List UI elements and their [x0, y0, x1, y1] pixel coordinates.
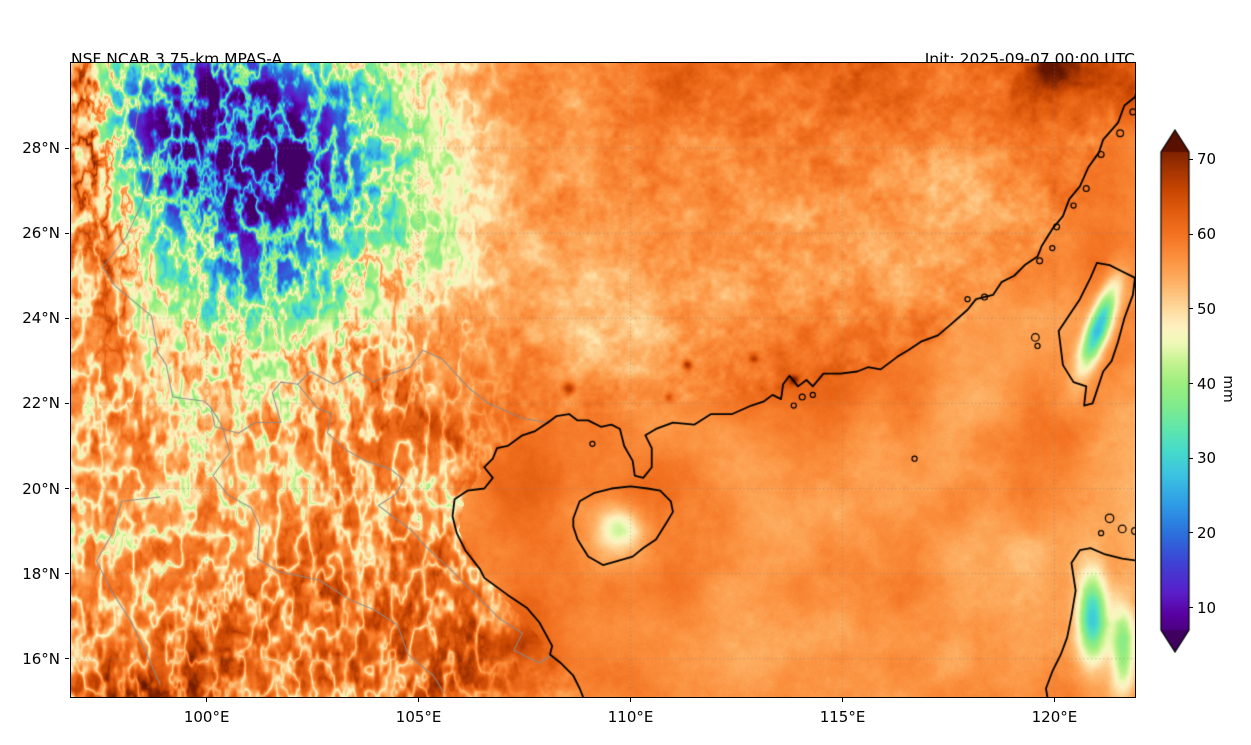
y-tick-mark — [65, 232, 69, 234]
colorbar-tick-label: 50 — [1197, 299, 1217, 318]
x-tick-mark — [842, 698, 843, 702]
y-tick-label: 28°N — [22, 139, 60, 158]
colorbar-tick-label: 60 — [1197, 225, 1217, 244]
y-tick-mark — [65, 317, 69, 319]
y-tick-label: 20°N — [22, 479, 60, 498]
y-tick-mark — [65, 402, 69, 404]
y-tick-label: 16°N — [22, 649, 60, 668]
x-tick-mark — [206, 698, 208, 702]
tpw-map-canvas — [71, 63, 1135, 697]
colorbar-tick-label: 40 — [1197, 374, 1217, 393]
colorbar-tick-mark — [1189, 308, 1193, 310]
colorbar-tick-label: 70 — [1197, 150, 1217, 169]
x-tick-label: 100°E — [183, 708, 230, 726]
y-tick-mark — [65, 147, 69, 149]
colorbar-tick-label: 30 — [1197, 449, 1217, 468]
colorbar-tick-mark — [1189, 158, 1193, 160]
x-tick-mark — [1053, 698, 1055, 702]
colorbar-tick-mark — [1189, 532, 1193, 534]
y-tick-mark — [65, 658, 69, 660]
map-plot-frame — [70, 62, 1136, 698]
y-tick-mark — [65, 488, 69, 489]
colorbar-tick-mark — [1189, 383, 1193, 385]
y-tick-label: 26°N — [22, 224, 60, 243]
x-tick-label: 105°E — [395, 708, 442, 726]
y-tick-mark — [65, 573, 69, 575]
colorbar-tick-mark — [1189, 607, 1193, 609]
y-tick-label: 18°N — [22, 564, 60, 583]
colorbar-tick-label: 20 — [1197, 523, 1217, 542]
colorbar-canvas — [1159, 129, 1191, 653]
x-tick-mark — [630, 698, 632, 702]
x-tick-label: 120°E — [1031, 708, 1078, 726]
y-tick-label: 22°N — [22, 394, 60, 413]
x-tick-label: 115°E — [819, 708, 866, 726]
colorbar-tick-mark — [1189, 457, 1193, 459]
x-tick-label: 110°E — [607, 708, 654, 726]
colorbar-tick-mark — [1189, 233, 1193, 235]
colorbar-tick-label: 10 — [1197, 598, 1217, 617]
y-tick-label: 24°N — [22, 309, 60, 328]
x-tick-mark — [418, 698, 420, 702]
